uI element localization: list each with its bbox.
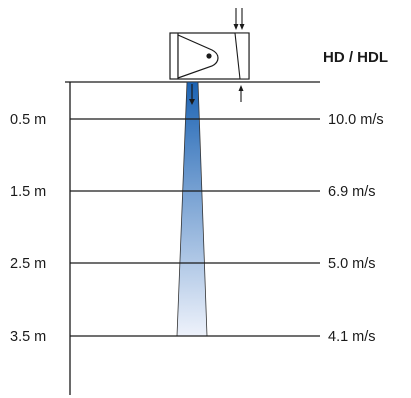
- arrow-up-icon: [238, 85, 244, 102]
- velocity-label: 4.1 m/s: [328, 329, 376, 345]
- distance-label: 3.5 m: [10, 329, 46, 345]
- arrow-down-icon: [189, 84, 195, 105]
- air-beam: [176, 81, 208, 337]
- distance-row-2: 1.5 m 6.9 m/s: [10, 184, 376, 200]
- velocity-label: 5.0 m/s: [328, 256, 376, 272]
- distance-label: 2.5 m: [10, 256, 46, 272]
- distance-label: 1.5 m: [10, 184, 46, 200]
- product-title: HD / HDL: [323, 49, 388, 66]
- velocity-label: 10.0 m/s: [328, 112, 384, 128]
- arrow-down-double-icon: [233, 8, 245, 30]
- distance-row-1: 0.5 m 10.0 m/s: [10, 112, 384, 128]
- velocity-label: 6.9 m/s: [328, 184, 376, 200]
- distance-label: 0.5 m: [10, 112, 46, 128]
- distance-row-4: 3.5 m 4.1 m/s: [10, 329, 376, 345]
- distance-row-3: 2.5 m 5.0 m/s: [10, 256, 376, 272]
- air-curtain-unit-icon: [169, 32, 250, 80]
